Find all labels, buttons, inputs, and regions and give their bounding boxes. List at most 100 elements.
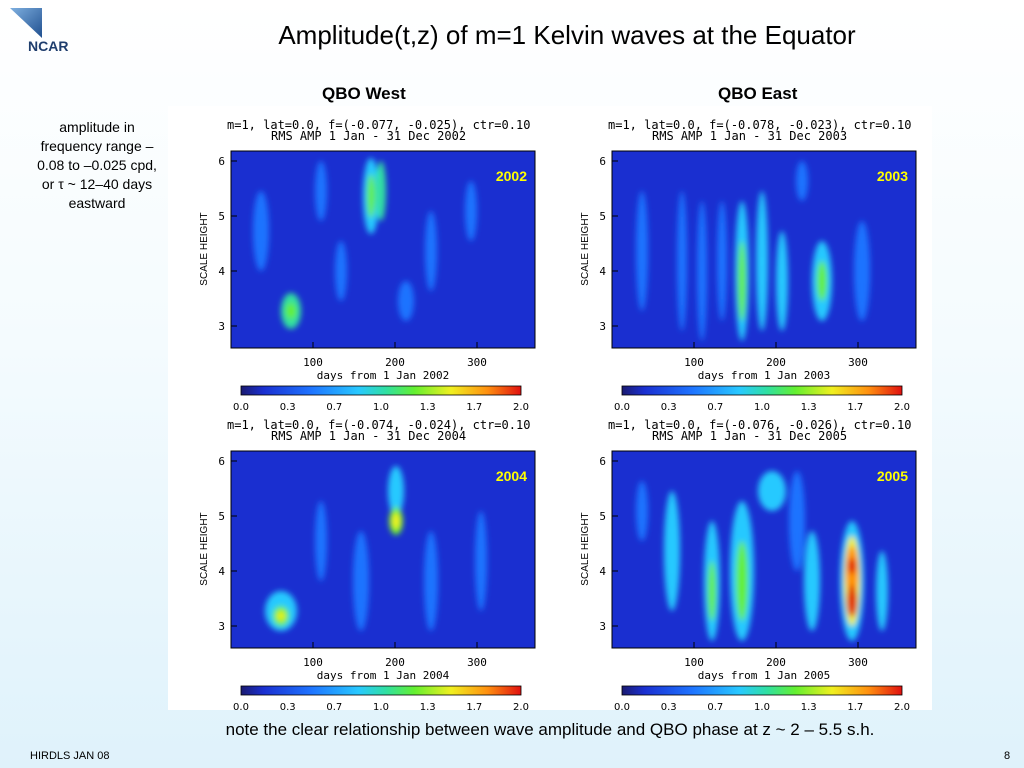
colorbar-tick-label: 0.0 — [614, 402, 630, 413]
amplitude-contour — [353, 531, 369, 631]
colorbar-tick-label: 1.7 — [847, 702, 863, 713]
amplitude-contour — [376, 161, 386, 221]
amplitude-contour — [677, 191, 687, 331]
y-tick-label: 4 — [599, 565, 606, 578]
year-label: 2002 — [496, 168, 527, 184]
x-tick-label: 100 — [303, 356, 323, 369]
panel-header-params: m=1, lat=0.0, f=(-0.078, -0.023), ctr=0.… — [608, 118, 911, 132]
amplitude-contour — [388, 466, 404, 516]
y-tick-label: 3 — [599, 620, 606, 633]
amplitude-contour — [708, 561, 716, 621]
colorbar-tick-label: 0.3 — [661, 402, 677, 413]
y-tick-label: 6 — [599, 455, 606, 468]
panel-header-period: RMS AMP 1 Jan - 31 Dec 2004 — [271, 429, 466, 443]
amplitude-contour — [315, 161, 327, 221]
colorbar-tick-label: 0.7 — [707, 702, 723, 713]
amplitude-contour — [398, 281, 414, 321]
amplitude-contour — [697, 201, 707, 341]
colorbar-tick-label: 1.0 — [754, 702, 770, 713]
colorbar — [240, 685, 522, 696]
colorbar-tick-label: 1.0 — [373, 402, 389, 413]
amplitude-contour — [738, 241, 746, 321]
y-tick-label: 6 — [218, 455, 225, 468]
amplitude-contour — [736, 541, 748, 621]
kelvin-panel: m=1, lat=0.0, f=(-0.078, -0.023), ctr=0.… — [580, 118, 917, 413]
y-axis-label: SCALE HEIGHT — [199, 212, 210, 285]
y-axis-label: SCALE HEIGHT — [199, 512, 210, 585]
colorbar-tick-label: 2.0 — [894, 402, 910, 413]
x-tick-label: 200 — [385, 356, 405, 369]
amplitude-contour — [817, 261, 827, 301]
panel-header-period: RMS AMP 1 Jan - 31 Dec 2002 — [271, 129, 466, 143]
amplitude-contour — [392, 513, 400, 529]
colorbar-tick-label: 1.7 — [466, 702, 482, 713]
y-tick-label: 4 — [599, 265, 606, 278]
amplitude-contour — [335, 241, 347, 301]
amplitude-contour — [465, 181, 477, 241]
amplitude-contour — [636, 481, 648, 541]
panel-header-params: m=1, lat=0.0, f=(-0.077, -0.025), ctr=0.… — [227, 118, 530, 132]
panel-header-params: m=1, lat=0.0, f=(-0.076, -0.026), ctr=0.… — [608, 418, 911, 432]
colorbar-tick-label: 1.3 — [420, 702, 436, 713]
y-axis-label: SCALE HEIGHT — [580, 512, 591, 585]
x-tick-label: 300 — [848, 656, 868, 669]
amplitude-field — [265, 466, 487, 631]
side-note-line: or τ ~ 12–40 days — [41, 176, 153, 192]
plot-frame — [611, 150, 917, 349]
x-tick-label: 100 — [684, 356, 704, 369]
amplitude-contour — [286, 303, 296, 319]
y-tick-label: 3 — [599, 320, 606, 333]
x-axis-label: days from 1 Jan 2005 — [698, 669, 830, 682]
amplitude-contour — [848, 558, 856, 574]
amplitude-contour — [315, 501, 327, 581]
y-tick-label: 3 — [218, 620, 225, 633]
colorbar-tick-label: 1.0 — [373, 702, 389, 713]
logo-text: NCAR — [28, 38, 69, 54]
plot-frame — [230, 450, 536, 649]
colorbar-tick-label: 1.3 — [420, 402, 436, 413]
side-note: amplitude in frequency range – 0.08 to –… — [14, 118, 180, 213]
side-note-line: frequency range – — [40, 138, 154, 154]
y-tick-label: 6 — [599, 155, 606, 168]
amplitude-contour — [776, 231, 788, 331]
footer-note: note the clear relationship between wave… — [225, 720, 875, 739]
year-label: 2005 — [877, 468, 908, 484]
page-number: 8 — [1004, 750, 1011, 762]
footer-left: HIRDLS JAN 08 — [30, 750, 110, 762]
x-axis-label: days from 1 Jan 2003 — [698, 369, 830, 382]
kelvin-panel: m=1, lat=0.0, f=(-0.076, -0.026), ctr=0.… — [580, 418, 917, 713]
colorbar — [621, 685, 903, 696]
page-title: Amplitude(t,z) of m=1 Kelvin waves at th… — [278, 20, 856, 50]
colorbar-tick-label: 0.7 — [326, 402, 342, 413]
y-tick-label: 5 — [599, 210, 606, 223]
x-tick-label: 100 — [303, 656, 323, 669]
ncar-logo — [8, 6, 70, 62]
y-tick-label: 6 — [218, 155, 225, 168]
column-header-left: QBO West — [322, 84, 406, 103]
amplitude-contour — [636, 191, 648, 311]
x-tick-label: 200 — [766, 356, 786, 369]
panel-header-period: RMS AMP 1 Jan - 31 Dec 2003 — [652, 129, 847, 143]
side-note-line: amplitude in — [59, 119, 135, 135]
amplitude-contour — [756, 191, 768, 331]
colorbar-tick-label: 0.3 — [280, 702, 296, 713]
x-tick-label: 300 — [467, 656, 487, 669]
colorbar-tick-label: 1.3 — [801, 702, 817, 713]
y-tick-label: 5 — [599, 510, 606, 523]
x-tick-label: 200 — [385, 656, 405, 669]
plot-frame — [611, 450, 917, 649]
y-tick-label: 5 — [218, 210, 225, 223]
colorbar-tick-label: 1.3 — [801, 402, 817, 413]
colorbar-tick-label: 1.7 — [847, 402, 863, 413]
colorbar-tick-label: 1.0 — [754, 402, 770, 413]
colorbar-tick-label: 0.3 — [661, 702, 677, 713]
side-note-line: 0.08 to –0.025 cpd, — [37, 157, 157, 173]
colorbar — [240, 385, 522, 396]
year-label: 2003 — [877, 168, 908, 184]
ncar-logo-icon — [10, 8, 42, 38]
y-tick-label: 5 — [218, 510, 225, 523]
y-tick-label: 4 — [218, 265, 225, 278]
amplitude-contour — [876, 551, 888, 631]
kelvin-panel: m=1, lat=0.0, f=(-0.077, -0.025), ctr=0.… — [199, 118, 536, 413]
colorbar-tick-label: 0.0 — [614, 702, 630, 713]
